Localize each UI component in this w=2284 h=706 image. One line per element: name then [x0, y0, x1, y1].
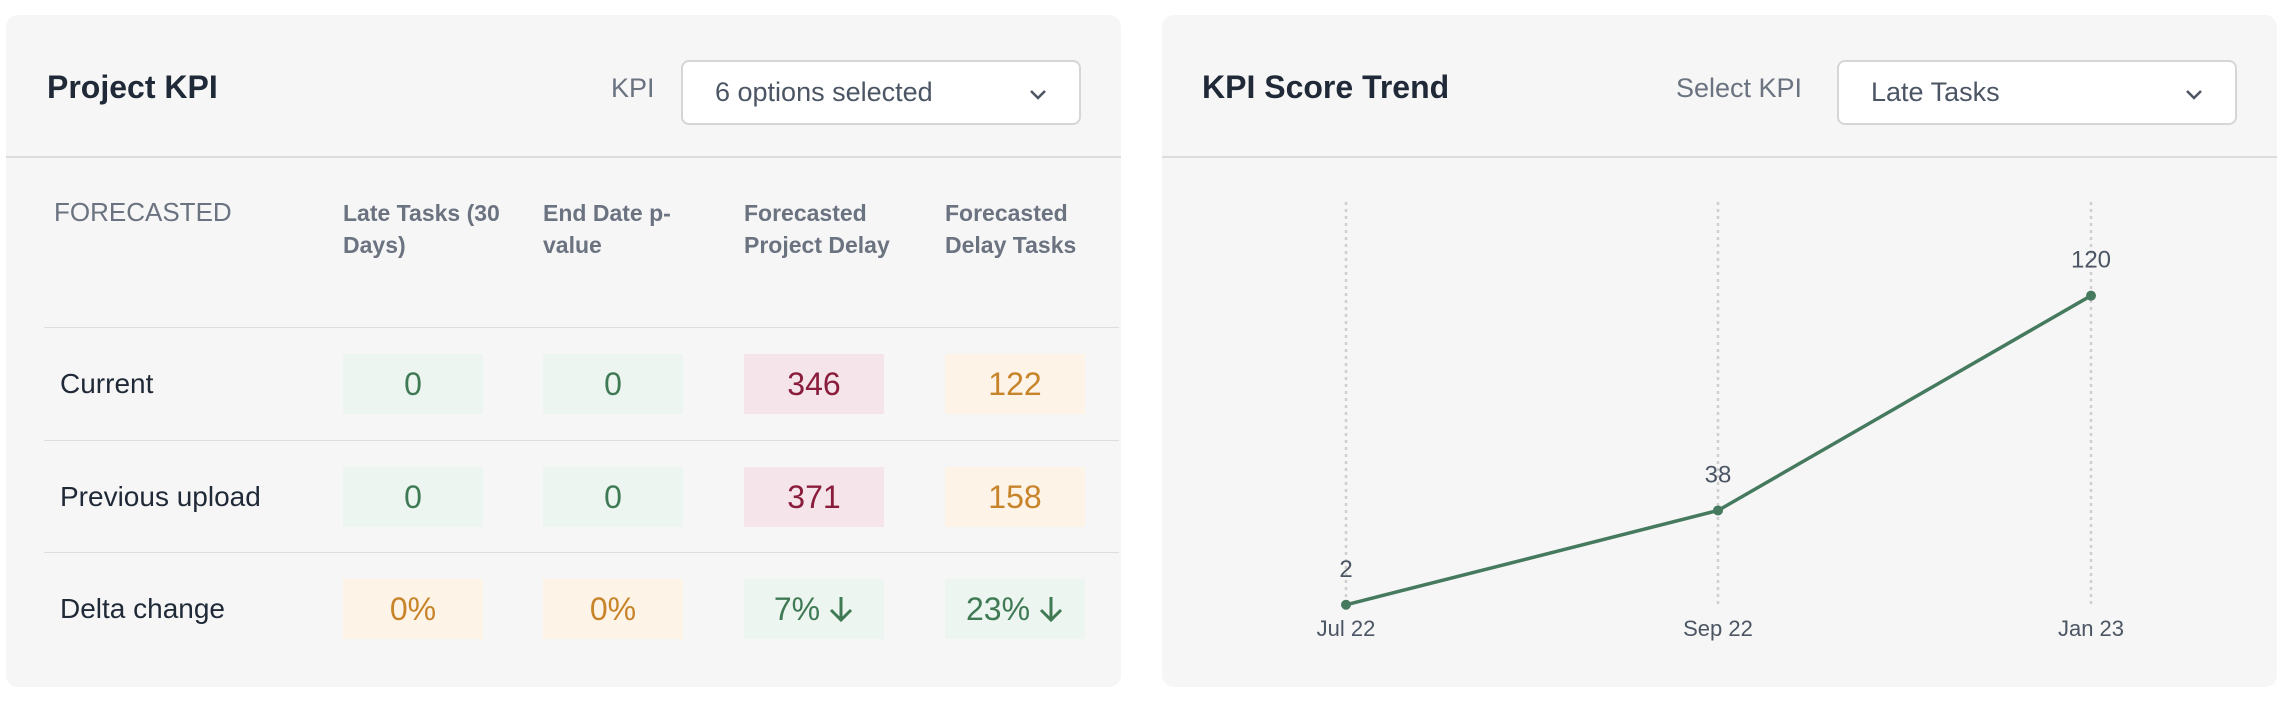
trend-card: KPI Score Trend Select KPI Late Tasks	[1162, 15, 2277, 687]
down-arrow	[1039, 597, 1063, 623]
cell-value: 0	[404, 365, 422, 402]
kpi-card: Project KPI KPI 6 options selected FOREC…	[6, 15, 1121, 687]
cell-value: 7%	[773, 590, 821, 627]
cell-value: 0%	[389, 590, 437, 627]
card-header: Project KPI KPI 6 options selected	[6, 15, 1121, 158]
dropdown-value: Late Tasks	[1871, 77, 2000, 107]
row-label: Current	[60, 368, 154, 399]
row-divider	[44, 327, 1119, 328]
kpi-cell: 346	[744, 354, 884, 414]
cell-value: 0	[404, 478, 422, 515]
kpi-cell: 7%	[744, 579, 884, 639]
chevron	[2186, 90, 2202, 100]
kpi-cell: 0%	[343, 579, 483, 639]
column-header: Forecasted Delay Tasks	[945, 200, 1077, 258]
kpi-dropdown[interactable]: Late Tasks	[1837, 60, 2237, 125]
kpi-cell: 0%	[543, 579, 683, 639]
cell-value: 122	[988, 365, 1042, 402]
column-header: Forecasted Project Delay	[744, 200, 890, 258]
kpi-cell: 122	[945, 354, 1085, 414]
down-arrow	[830, 597, 853, 623]
cell-value: 23%	[965, 590, 1031, 627]
cell-value: 0%	[589, 590, 637, 627]
card-header: KPI Score Trend Select KPI Late Tasks	[1162, 15, 2277, 158]
filter-label: Select KPI	[1676, 73, 1803, 103]
filter-label: KPI	[611, 73, 655, 103]
row-divider	[44, 552, 1119, 553]
card-title: Project KPI	[47, 69, 218, 105]
row-label: Delta change	[60, 593, 226, 624]
kpi-cell: 23%	[945, 579, 1085, 639]
kpi-cell: 0	[543, 354, 683, 414]
kpi-dropdown[interactable]: 6 options selected	[681, 60, 1081, 125]
cell-value: 158	[988, 478, 1042, 515]
chevron	[1030, 90, 1046, 100]
row-label: Previous upload	[60, 481, 261, 512]
kpi-cell: 158	[945, 467, 1085, 527]
cell-value: 371	[787, 478, 841, 515]
card-title: KPI Score Trend	[1202, 69, 1450, 105]
column-header: End Date p-value	[543, 200, 671, 258]
cell-value: 0	[604, 365, 622, 402]
cell-value: 0	[604, 478, 622, 515]
kpi-cell: 0	[343, 354, 483, 414]
dropdown-value: 6 options selected	[715, 77, 933, 107]
corner-label: FORECASTED	[54, 197, 232, 227]
kpi-cell: 0	[343, 467, 483, 527]
kpi-cell: 0	[543, 467, 683, 527]
row-divider	[44, 440, 1119, 441]
cell-value: 346	[787, 365, 841, 402]
kpi-cell: 371	[744, 467, 884, 527]
column-header: Late Tasks (30 Days)	[343, 200, 500, 258]
